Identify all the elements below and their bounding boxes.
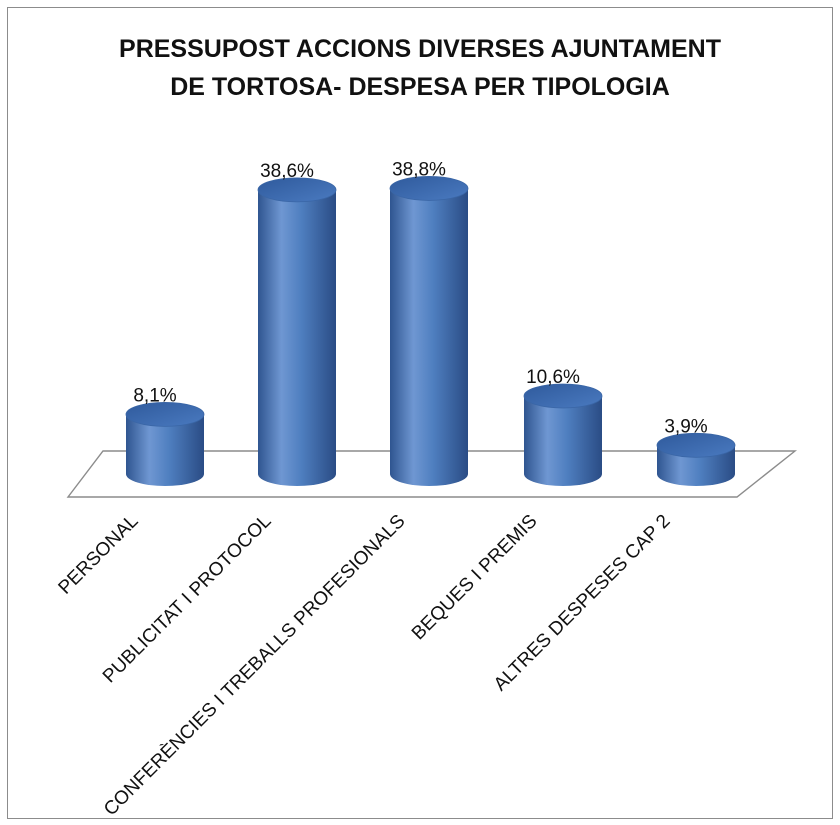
bar-4-body [524, 395, 602, 486]
bar-1-top [125, 401, 205, 427]
data-label-5: 3,9% [664, 416, 707, 437]
bar-5 [656, 432, 736, 486]
data-label-4: 10,6% [526, 367, 580, 388]
chart-title-line-1: PRESSUPOST ACCIONS DIVERSES AJUNTAMENT [119, 35, 721, 63]
bar-2 [257, 177, 337, 487]
bar-1-body [126, 414, 204, 486]
bar-2-top [257, 177, 337, 203]
data-label-2: 38,6% [260, 161, 314, 182]
data-label-3: 38,8% [392, 159, 446, 180]
bar-2-body [258, 189, 336, 487]
category-label-1: PERSONAL [55, 511, 143, 599]
category-label-3: CONFERÈNCIES I TREBALLS PROFESIONALS [100, 511, 410, 821]
bar-5-top [656, 432, 736, 458]
chart-title-line-2: DE TORTOSA- DESPESA PER TIPOLOGIA [170, 73, 670, 101]
bar-3-body [390, 188, 468, 486]
bar-4 [523, 383, 603, 486]
chart-title: PRESSUPOST ACCIONS DIVERSES AJUNTAMENT D… [0, 30, 840, 106]
category-label-4: BEQUES I PREMIS [408, 511, 542, 645]
bar-3 [389, 176, 469, 486]
data-label-1: 8,1% [133, 385, 176, 406]
bar-3-top [389, 176, 469, 201]
bar-4-top [523, 383, 603, 409]
bar-1 [125, 401, 205, 486]
